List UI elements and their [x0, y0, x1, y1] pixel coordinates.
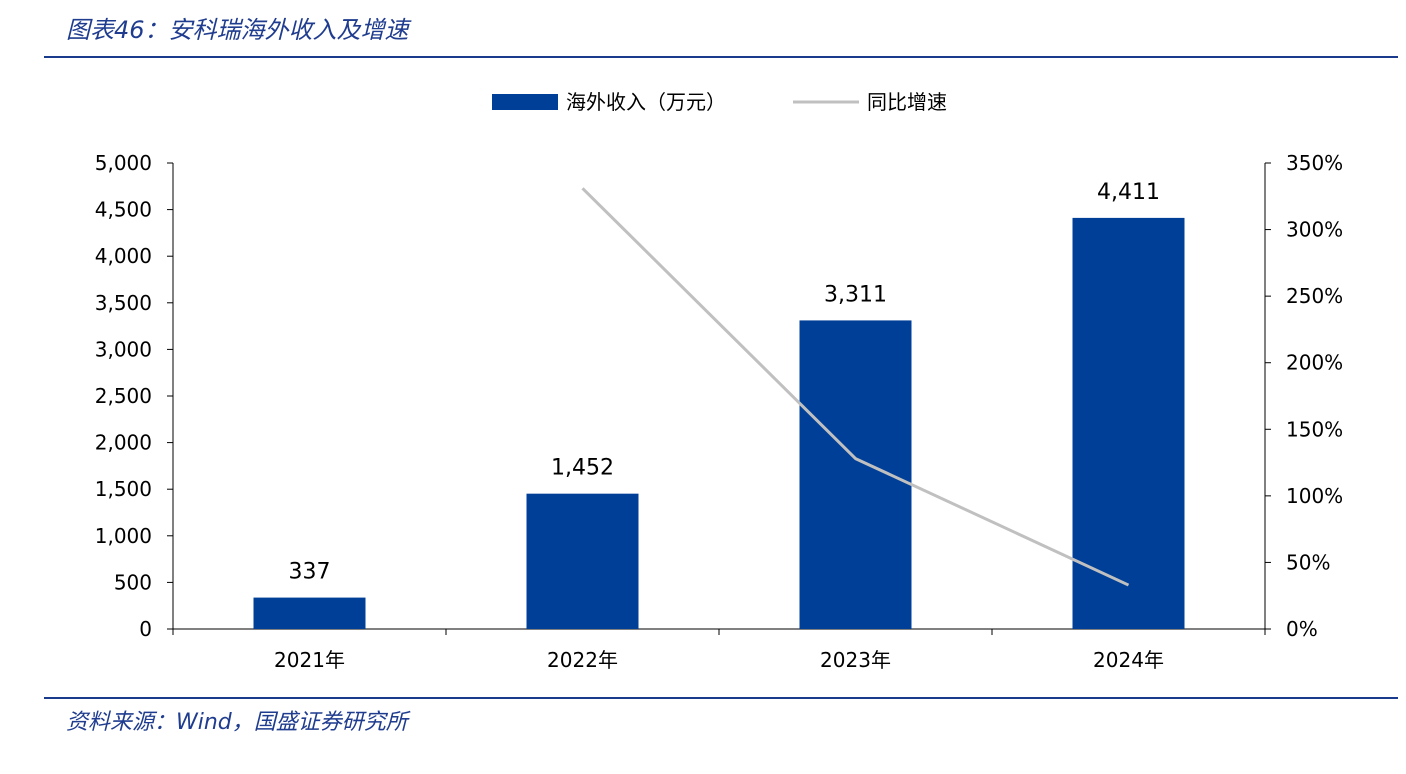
y-right-tick-label: 200% — [1286, 351, 1343, 375]
y-left-tick-label: 3,000 — [95, 337, 152, 361]
figure-title: 图表46：安科瑞海外收入及增速 — [66, 16, 409, 44]
y-right-tick-label: 100% — [1286, 484, 1343, 508]
growth-line — [581, 187, 1130, 587]
y-right-tick-label: 300% — [1286, 218, 1343, 242]
bar-data-label: 337 — [289, 560, 331, 585]
bars — [253, 217, 1185, 629]
bar — [253, 597, 366, 629]
y-right-tick-label: 250% — [1286, 284, 1343, 308]
y-right-tick-label: 150% — [1286, 417, 1343, 441]
bottom-rule — [44, 697, 1398, 699]
bar — [1072, 217, 1185, 629]
growth-line-path — [581, 187, 1130, 587]
x-tick-label: 2022年 — [547, 648, 618, 672]
top-rule — [44, 56, 1398, 58]
bar-data-label: 4,411 — [1097, 180, 1160, 205]
y-left-tick-label: 1,000 — [95, 524, 152, 548]
bar-data-label: 1,452 — [551, 456, 614, 481]
bar-labels: 337 1,452 3,311 4,411 — [289, 180, 1160, 585]
axes: 0 500 1,000 1,500 2,000 2,500 3,000 3,500 4,000 4… — [95, 151, 1343, 672]
y-left-tick-label: 0 — [139, 617, 152, 641]
y-left-tick-label: 1,500 — [95, 477, 152, 501]
legend-line-label: 同比增速 — [867, 90, 947, 114]
y-left-tick-label: 3,500 — [95, 291, 152, 315]
y-right-tick-label: 0% — [1286, 617, 1318, 641]
legend-bar-swatch — [492, 94, 558, 110]
y-left-tick-label: 500 — [114, 570, 152, 594]
y-left-tick-label: 4,500 — [95, 198, 152, 222]
x-tick-label: 2021年 — [274, 648, 345, 672]
y-left-tick-label: 5,000 — [95, 151, 152, 175]
bar — [526, 493, 639, 629]
x-tick-label: 2024年 — [1093, 648, 1164, 672]
y-left-tick-label: 2,000 — [95, 431, 152, 455]
y-right-tick-label: 350% — [1286, 151, 1343, 175]
y-right-tick-label: 50% — [1286, 550, 1330, 574]
y-left-tick-label: 2,500 — [95, 384, 152, 408]
legend: 海外收入（万元） 同比增速 — [492, 90, 947, 114]
x-tick-label: 2023年 — [820, 648, 891, 672]
legend-bar-label: 海外收入（万元） — [566, 90, 726, 114]
y-left-tick-label: 4,000 — [95, 244, 152, 268]
source-note: 资料来源：Wind，国盛证券研究所 — [66, 710, 408, 735]
bar — [799, 320, 912, 629]
bar-data-label: 3,311 — [824, 282, 887, 307]
